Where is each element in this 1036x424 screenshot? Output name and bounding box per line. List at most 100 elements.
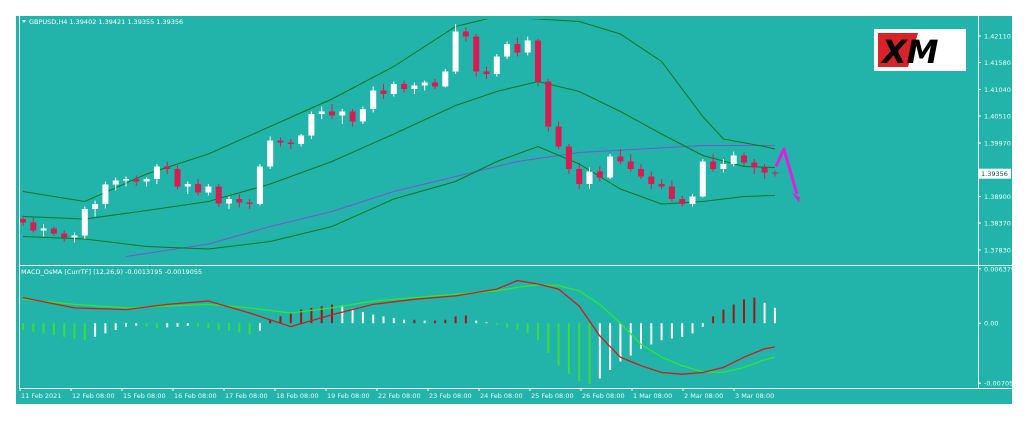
signal-line <box>22 284 776 374</box>
candle-body <box>308 114 315 136</box>
bollinger-middle-band <box>22 80 775 220</box>
candle-body <box>40 228 47 231</box>
candle-body <box>30 222 37 231</box>
forecast-arrow <box>774 147 799 195</box>
candle-body <box>267 140 274 167</box>
time-tick-label: 12 Feb 08:00 <box>72 392 115 400</box>
price-tick-label: 1.42110 <box>984 33 1011 41</box>
candle-body <box>730 155 737 164</box>
candle-body <box>226 199 232 204</box>
candle-body <box>720 164 727 169</box>
candle-body <box>174 169 181 187</box>
time-tick-label: 18 Feb 08:00 <box>276 392 319 400</box>
price-tick-label: 1.38370 <box>984 220 1011 228</box>
candle-body <box>421 82 428 86</box>
candle-body <box>143 179 150 182</box>
bollinger-lower-band <box>22 145 775 250</box>
bollinger-upper-band <box>22 19 776 203</box>
candle-body <box>638 169 644 177</box>
candle-body <box>102 184 109 204</box>
candle-body <box>205 186 212 193</box>
candle-body <box>81 209 88 236</box>
price-tick-label: 1.41040 <box>984 86 1011 94</box>
candle-body <box>452 31 459 72</box>
candle-body <box>164 166 171 169</box>
candle-body <box>483 71 490 74</box>
candle-body <box>370 90 377 109</box>
candle-body <box>92 204 99 209</box>
candle-body <box>184 184 191 187</box>
candle-body <box>380 90 387 94</box>
candle-body <box>761 167 768 173</box>
price-tick-label: 1.40510 <box>984 113 1011 121</box>
candle-body <box>689 196 696 204</box>
current-price-tag: 1.39356 <box>981 170 1008 178</box>
chart-canvas[interactable]: 1.42110 1.41580 1.41040 1.40510 1.39970 1.389… <box>16 16 1019 404</box>
candle-body <box>277 140 284 143</box>
candle-body <box>679 199 686 204</box>
candle-body <box>473 36 480 72</box>
candle-body <box>359 109 366 122</box>
candle-body <box>349 111 356 122</box>
candle-body <box>751 162 758 168</box>
candle-body <box>298 135 305 144</box>
candle-body <box>195 184 202 193</box>
candle-body <box>401 84 408 89</box>
time-tick-label: 3 Mar 08:00 <box>735 392 774 400</box>
chart-window[interactable]: 1.42110 1.41580 1.41040 1.40510 1.39970 1.389… <box>16 16 1019 404</box>
candle-body <box>771 172 778 174</box>
candle-body <box>565 146 572 169</box>
time-tick-label: 1 Mar 08:00 <box>633 392 672 400</box>
candle-body <box>493 56 500 74</box>
candle-body <box>246 202 253 204</box>
candle-body <box>586 171 593 184</box>
candle-body <box>607 156 614 178</box>
candle-body <box>596 171 603 178</box>
candle-body <box>236 199 243 203</box>
time-tick-label: 25 Feb 08:00 <box>531 392 574 400</box>
indicator-tick-label: -0.00705 <box>984 380 1012 388</box>
candle-body <box>432 82 438 87</box>
candle-body <box>535 40 541 82</box>
time-tick-label: 11 Feb 2021 <box>21 392 61 400</box>
candle-body <box>339 111 346 116</box>
time-tick-label: 16 Feb 08:00 <box>174 392 217 400</box>
candle-body <box>617 156 624 162</box>
candle-body <box>442 71 449 87</box>
forecast-arrowhead <box>791 192 800 203</box>
moving-average-line <box>125 145 775 257</box>
time-tick-label: 22 Feb 08:00 <box>378 392 421 400</box>
current-price-box <box>979 168 1011 179</box>
time-tick-label: 23 Feb 08:00 <box>429 392 472 400</box>
candle-body <box>71 235 78 238</box>
candle-body <box>329 111 335 116</box>
candle-body <box>668 186 675 199</box>
time-tick-label: 2 Mar 08:00 <box>684 392 723 400</box>
time-tick-label: 17 Feb 08:00 <box>225 392 268 400</box>
candle-body <box>710 161 717 169</box>
candle-body <box>545 81 552 127</box>
indicator-tick-label: 0.0063791 <box>984 265 1012 273</box>
candle-body <box>256 166 263 204</box>
candle-body <box>462 31 469 37</box>
candle-body <box>648 176 655 184</box>
time-tick-label: 15 Feb 08:00 <box>123 392 166 400</box>
xm-logo: XM <box>874 29 966 71</box>
time-tick-label: 24 Feb 08:00 <box>480 392 523 400</box>
price-plot <box>20 19 778 257</box>
candle-body <box>576 169 583 184</box>
price-tick-label: 1.37830 <box>984 247 1011 255</box>
indicator-title: MACD_OsMA [CurrTF] (12,26,9) -0.0013195 … <box>21 268 202 276</box>
macd-line <box>22 279 776 375</box>
candle-body <box>123 179 129 181</box>
candle-body <box>215 186 222 204</box>
time-tick-label: 19 Feb 08:00 <box>327 392 370 400</box>
price-tick-label: 1.39970 <box>984 140 1011 148</box>
candle-body <box>133 179 140 182</box>
candle-body <box>555 126 562 147</box>
price-tick-label: 1.41580 <box>984 59 1011 67</box>
chart-menu-triangle-icon <box>22 20 26 23</box>
candle-body <box>411 85 418 89</box>
candle-body <box>112 180 119 185</box>
